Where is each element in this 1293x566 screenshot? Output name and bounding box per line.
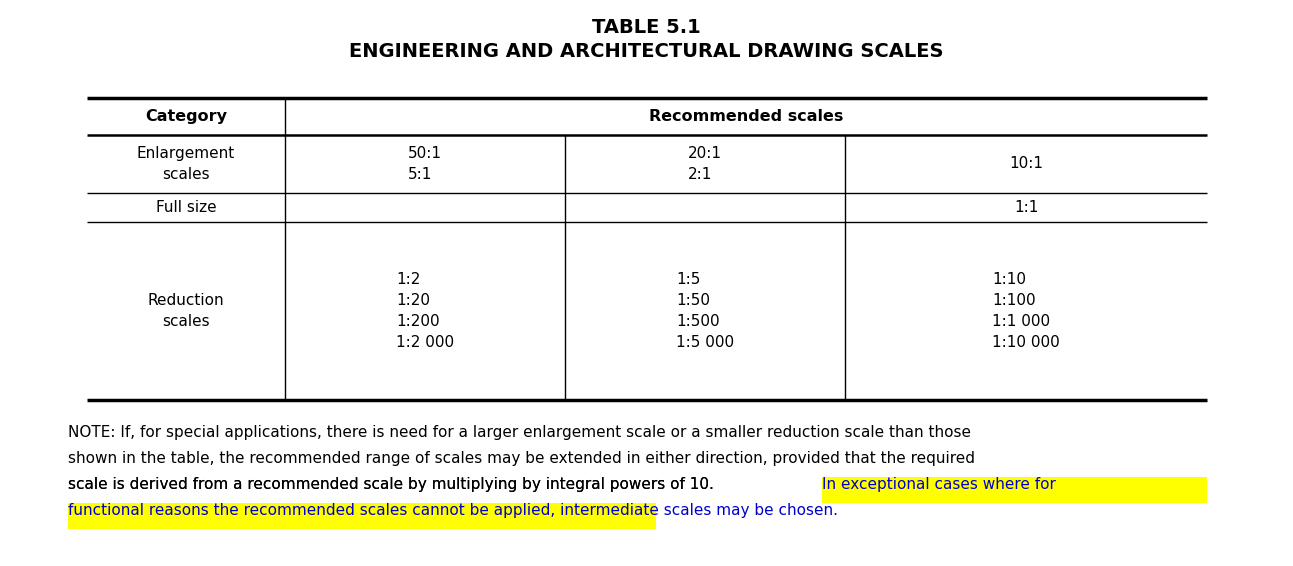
Text: 1:1: 1:1	[1014, 200, 1038, 215]
Text: 1:2
1:20
1:200
1:2 000: 1:2 1:20 1:200 1:2 000	[396, 272, 454, 350]
Text: scale is derived from a recommended scale by multiplying by integral powers of 1: scale is derived from a recommended scal…	[69, 477, 719, 492]
Text: ENGINEERING AND ARCHITECTURAL DRAWING SCALES: ENGINEERING AND ARCHITECTURAL DRAWING SC…	[349, 42, 944, 61]
Text: In exceptional cases where for: In exceptional cases where for	[822, 477, 1056, 492]
Text: 50:1
5:1: 50:1 5:1	[409, 146, 442, 182]
Text: 1:10
1:100
1:1 000
1:10 000: 1:10 1:100 1:1 000 1:10 000	[992, 272, 1060, 350]
Text: shown in the table, the recommended range of scales may be extended in either di: shown in the table, the recommended rang…	[69, 451, 975, 466]
Text: Category: Category	[145, 109, 228, 124]
Bar	[822, 477, 1206, 503]
Bar	[69, 503, 657, 529]
Text: Recommended scales: Recommended scales	[649, 109, 843, 124]
Text: Full size: Full size	[155, 200, 216, 215]
Text: TABLE 5.1: TABLE 5.1	[592, 18, 701, 37]
Text: scale is derived from a recommended scale by multiplying by integral powers of 1: scale is derived from a recommended scal…	[69, 477, 719, 492]
Text: Enlargement
scales: Enlargement scales	[137, 146, 235, 182]
Text: NOTE: If, for special applications, there is need for a larger enlargement scale: NOTE: If, for special applications, ther…	[69, 425, 971, 440]
Text: 20:1
2:1: 20:1 2:1	[688, 146, 721, 182]
Text: 10:1: 10:1	[1009, 157, 1043, 171]
Text: functional reasons the recommended scales cannot be applied, intermediate scales: functional reasons the recommended scale…	[69, 503, 838, 518]
Text: 1:5
1:50
1:500
1:5 000: 1:5 1:50 1:500 1:5 000	[676, 272, 734, 350]
Text: Reduction
scales: Reduction scales	[147, 293, 224, 329]
